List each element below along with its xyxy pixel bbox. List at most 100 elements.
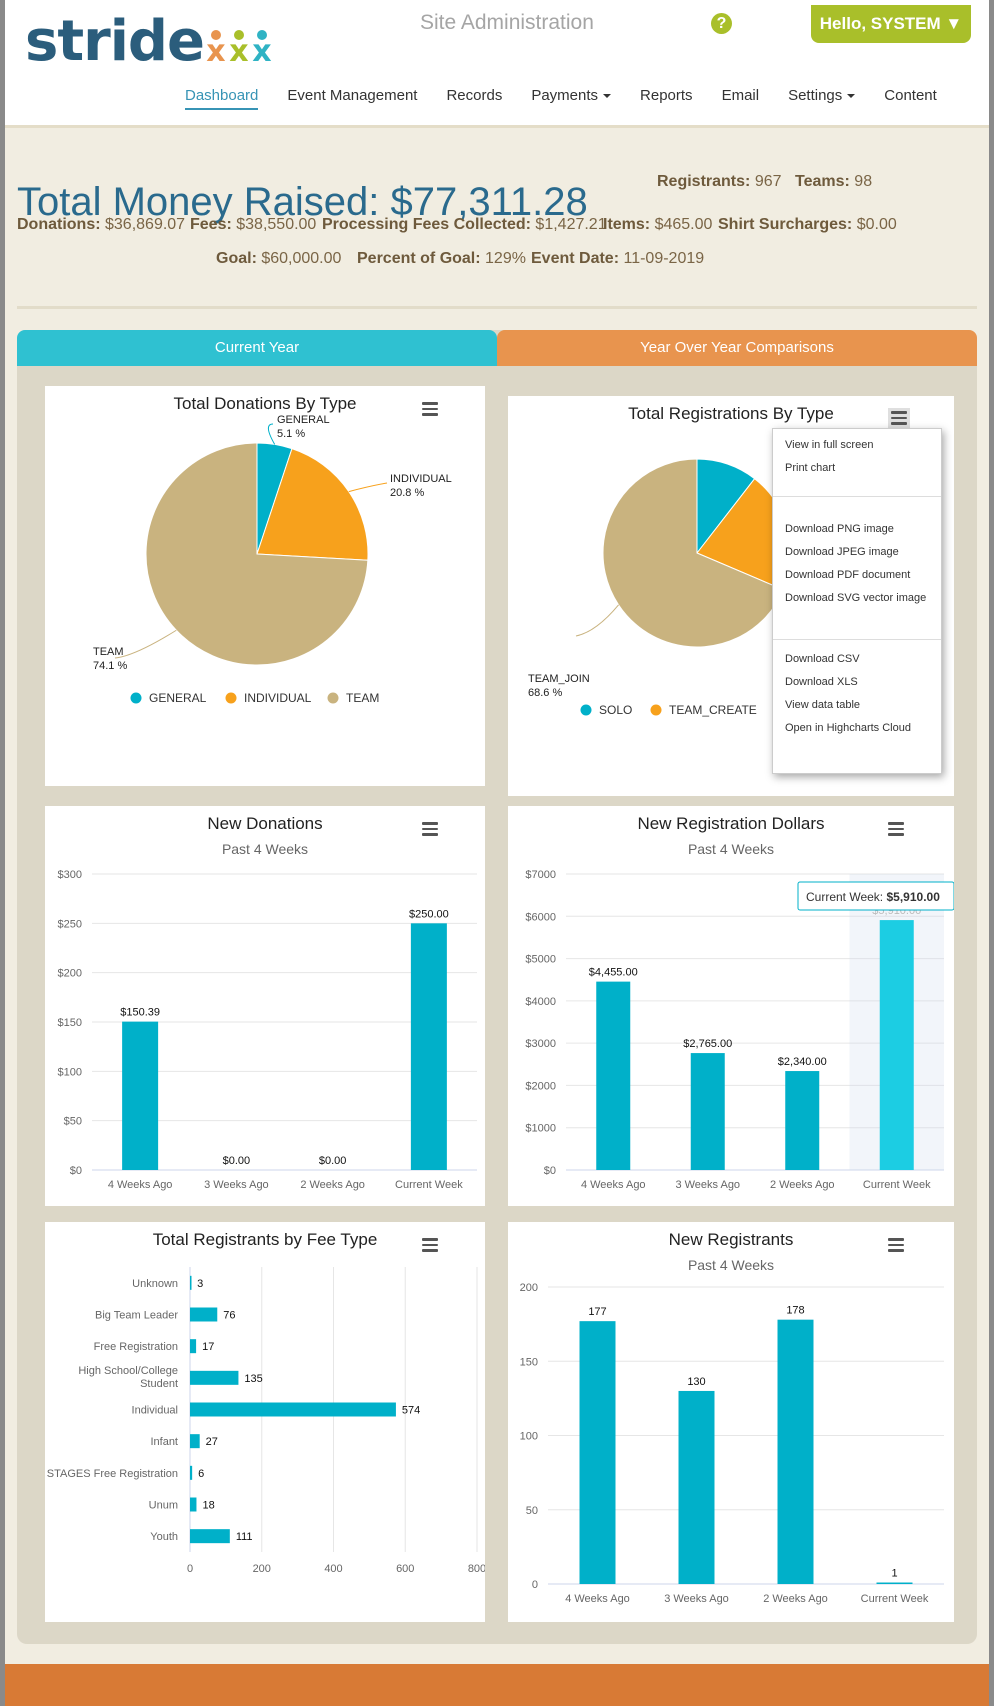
data-label: $150.39 [120, 1007, 160, 1019]
nav-item-content[interactable]: Content [884, 87, 937, 104]
tooltip-text: Current Week: $5,910.00 [806, 890, 940, 904]
site-footer [5, 1664, 989, 1706]
data-label: 3 [197, 1278, 203, 1290]
menu-item-download-jpeg-image[interactable]: Download JPEG image [785, 546, 899, 558]
menu-item-download-pdf-document[interactable]: Download PDF document [785, 569, 911, 581]
caret-down-icon [603, 94, 612, 99]
stride-logo[interactable]: stride x x x [25, 14, 275, 70]
y-category-label: STAGES Free Registration [47, 1468, 178, 1480]
menu-item-view-in-full-screen[interactable]: View in full screen [785, 439, 874, 451]
tooltip-box [797, 881, 954, 911]
bar [190, 1434, 200, 1449]
x-tick-label: 800 [468, 1563, 485, 1575]
chart-subtitle: Past 4 Weeks [222, 841, 308, 857]
x-tick-label: 4 Weeks Ago [581, 1179, 646, 1191]
legend-marker [327, 692, 339, 704]
menu-item-download-png-image[interactable]: Download PNG image [785, 523, 894, 535]
question-circle-icon[interactable]: ? [711, 13, 732, 34]
menu-item-download-xls[interactable]: Download XLS [785, 676, 858, 688]
y-tick-label: $300 [58, 869, 82, 881]
bar [678, 1390, 715, 1584]
x-tick-label: 2 Weeks Ago [300, 1179, 365, 1191]
chart-menu-icon[interactable] [422, 1238, 440, 1252]
items-stat: Items: $465.00 [603, 216, 713, 233]
event-date-stat: Event Date: 11-09-2019 [531, 250, 705, 267]
data-label: 130 [687, 1376, 705, 1388]
chart-menu-icon[interactable] [888, 822, 906, 836]
y-tick-label: $0 [544, 1165, 556, 1177]
chart-subtitle: Past 4 Weeks [688, 1257, 774, 1273]
data-label: 574 [402, 1405, 420, 1417]
menu-item-open-in-highcharts-cloud[interactable]: Open in Highcharts Cloud [785, 722, 911, 734]
legend-marker [225, 692, 237, 704]
menu-item-view-data-table[interactable]: View data table [785, 699, 861, 711]
data-label-value: 5.1 % [277, 428, 305, 440]
y-tick-label: $0 [70, 1165, 82, 1177]
nav-item-payments[interactable]: Payments [531, 87, 612, 110]
chart-menu-icon[interactable] [422, 822, 440, 836]
chart-card-donations-by-type: Total Donations By Type GENERAL 5.1 % INDIV… [45, 386, 485, 786]
chart-svg: New Donations Past 4 Weeks $0 $50 $100 $150 $2… [58, 814, 477, 1191]
data-label: 27 [206, 1436, 218, 1448]
chart-card-registrants-by-fee-type: Total Registrants by Fee Type 0 200 400 600 8… [45, 1222, 485, 1622]
data-label: 1 [891, 1568, 897, 1580]
y-category-label: Unum [149, 1500, 178, 1512]
data-label: 178 [786, 1305, 804, 1317]
data-label: $0.00 [223, 1155, 251, 1167]
goal-stat: Goal: $60,000.00 [216, 250, 342, 267]
x-tick-label: 2 Weeks Ago [763, 1593, 828, 1605]
x-tick-label: 600 [396, 1563, 414, 1575]
y-tick-label: 200 [520, 1282, 538, 1294]
nav-item-reports[interactable]: Reports [640, 87, 693, 104]
data-label: $250.00 [409, 908, 449, 920]
y-category-label: High School/College Student [78, 1365, 178, 1390]
tab-current-year[interactable]: Current Year [17, 330, 497, 366]
y-category-label: Youth [150, 1531, 178, 1543]
data-label: 111 [236, 1531, 253, 1543]
tab-year-over-year[interactable]: Year Over Year Comparisons [497, 330, 977, 366]
legend-marker [130, 692, 142, 704]
menu-item-download-csv[interactable]: Download CSV [785, 653, 860, 665]
chart-menu-icon[interactable] [888, 1238, 906, 1252]
menu-item-download-svg-vector-image[interactable]: Download SVG vector image [785, 592, 927, 604]
y-tick-label: $3000 [525, 1038, 556, 1050]
nav-item-records[interactable]: Records [446, 87, 503, 104]
chart-title: Total Donations By Type [173, 394, 356, 413]
y-category-label: Unknown [132, 1278, 178, 1290]
bar [190, 1402, 396, 1417]
menu-separator [773, 496, 941, 497]
nav-item-settings[interactable]: Settings [788, 87, 856, 110]
chart-title: Total Registrations By Type [628, 404, 834, 423]
y-tick-label: $200 [58, 968, 82, 980]
y-tick-label: 50 [526, 1505, 538, 1517]
divider [17, 306, 977, 309]
y-tick-label: $1000 [525, 1123, 556, 1135]
nav-item-event-management[interactable]: Event Management [287, 87, 418, 104]
user-menu-button[interactable]: Hello, SYSTEM ▼ [811, 5, 971, 43]
data-label-name: TEAM [93, 646, 124, 658]
data-label: $2,340.00 [778, 1056, 827, 1068]
site-header: stride x x x Site Administration ? Hello… [5, 0, 989, 128]
data-label: $4,455.00 [589, 967, 638, 979]
menu-item-print-chart[interactable]: Print chart [785, 462, 836, 474]
data-label: 18 [202, 1500, 214, 1512]
nav-item-email[interactable]: Email [721, 87, 760, 104]
data-label-name: GENERAL [277, 414, 330, 426]
bar [122, 1021, 159, 1170]
chart-menu-icon[interactable] [888, 408, 910, 428]
y-tick-label: $250 [58, 918, 82, 930]
bar [410, 923, 447, 1170]
x-tick-label: 3 Weeks Ago [675, 1179, 740, 1191]
y-category-label: Free Registration [94, 1341, 178, 1353]
chart-menu-icon[interactable] [422, 402, 440, 416]
legend-marker [580, 704, 592, 716]
y-tick-label: $50 [64, 1116, 82, 1128]
chart-card-new-registrants: New Registrants Past 4 Weeks 0 50 100 150 200 1… [508, 1222, 954, 1622]
y-tick-label: 100 [520, 1431, 538, 1443]
nav-item-dashboard[interactable]: Dashboard [185, 87, 259, 110]
bar [190, 1465, 193, 1480]
pie-slice-team_join [602, 458, 785, 648]
y-category-label: Individual [132, 1405, 178, 1417]
summary-stats: Total Money Raised: $77,311.28 Registran… [5, 128, 989, 309]
